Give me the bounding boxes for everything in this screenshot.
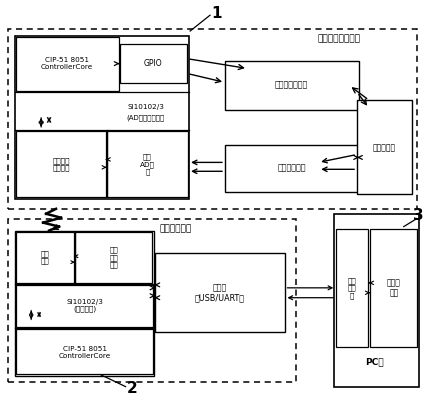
Bar xyxy=(16,285,153,327)
Text: 适配器
（USB/UART）: 适配器 （USB/UART） xyxy=(195,283,245,302)
Text: Si10102/3
(无线收发): Si10102/3 (无线收发) xyxy=(66,299,103,312)
Text: 传感器置位电路: 传感器置位电路 xyxy=(275,81,308,90)
Bar xyxy=(15,231,155,376)
Bar xyxy=(16,131,106,197)
Bar xyxy=(16,329,153,374)
Text: 片内
AD模
块: 片内 AD模 块 xyxy=(140,154,155,175)
Text: 2: 2 xyxy=(127,381,138,396)
Text: PC机: PC机 xyxy=(365,358,383,366)
Text: 适配
器接
口: 适配 器接 口 xyxy=(348,277,357,299)
Bar xyxy=(119,44,187,83)
Bar xyxy=(16,231,74,283)
Text: GPIO: GPIO xyxy=(144,59,163,68)
Bar xyxy=(155,253,285,332)
Text: Si10102/3: Si10102/3 xyxy=(127,104,164,110)
Text: 数据
传输
接口: 数据 传输 接口 xyxy=(109,246,118,268)
Text: 信号调理电路: 信号调理电路 xyxy=(277,164,306,173)
Text: 1: 1 xyxy=(212,6,222,21)
Bar xyxy=(75,231,152,283)
Text: 磁阻传感器: 磁阻传感器 xyxy=(372,143,395,152)
Bar xyxy=(336,229,368,347)
Text: 数据接收模块: 数据接收模块 xyxy=(159,224,191,233)
Bar xyxy=(225,61,359,110)
Text: CIP-51 8051
ControllerCore: CIP-51 8051 ControllerCore xyxy=(59,346,111,359)
Bar xyxy=(8,29,417,209)
Text: 3: 3 xyxy=(413,208,424,223)
Bar xyxy=(334,214,419,387)
Text: 上位机
软件: 上位机 软件 xyxy=(387,278,401,298)
Text: (AD与无线收发）: (AD与无线收发） xyxy=(126,115,165,121)
Text: CIP-51 8051
ControllerCore: CIP-51 8051 ControllerCore xyxy=(41,57,93,70)
Bar xyxy=(225,144,359,192)
Bar xyxy=(357,100,412,194)
Text: 片内无线
收发模块: 片内无线 收发模块 xyxy=(52,157,70,172)
Bar xyxy=(15,36,189,199)
Bar xyxy=(370,229,417,347)
Bar xyxy=(107,131,188,197)
Text: 无线
收发: 无线 收发 xyxy=(41,250,50,264)
Bar xyxy=(16,37,119,91)
Bar xyxy=(8,219,297,382)
Text: 数据采集发送模块: 数据采集发送模块 xyxy=(318,34,361,43)
